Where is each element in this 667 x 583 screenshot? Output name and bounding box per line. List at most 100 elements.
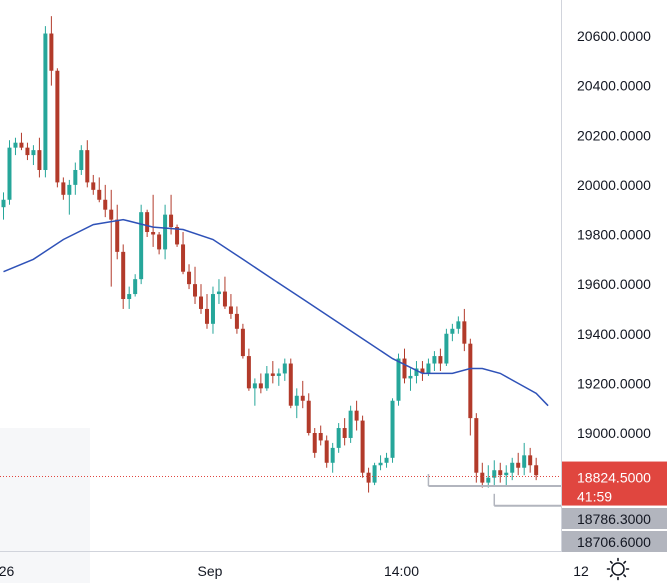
candle: [276, 368, 281, 386]
candle: [390, 398, 395, 463]
candle: [516, 452, 521, 476]
candle-body: [91, 182, 96, 190]
candle-body: [396, 358, 401, 401]
candle: [408, 368, 413, 391]
candle: [79, 145, 84, 175]
candle-body: [121, 251, 126, 300]
candle: [378, 455, 383, 471]
candle-body: [258, 383, 263, 389]
candle: [330, 442, 335, 473]
candle-body: [306, 400, 311, 433]
candle-body: [492, 470, 497, 478]
candle-body: [169, 214, 174, 228]
candle: [372, 462, 377, 486]
candle-body: [510, 462, 515, 473]
candle-body: [157, 234, 162, 250]
candle-body: [312, 433, 317, 453]
price-axis-tick-label: 20000.0000: [577, 177, 651, 193]
candle-body: [354, 410, 359, 421]
candle: [61, 177, 66, 200]
candle: [354, 400, 359, 431]
candle: [31, 145, 36, 166]
price-axis-tick-label: 19600.0000: [577, 276, 651, 292]
candle-body: [462, 321, 467, 344]
candle: [414, 361, 419, 384]
candle-body: [73, 169, 78, 185]
candle-body: [384, 457, 389, 463]
candle-body: [204, 308, 209, 324]
candle: [246, 348, 251, 391]
candle: [103, 184, 108, 218]
price-axis-tick-label: 20600.0000: [577, 28, 651, 44]
candle-body: [31, 150, 36, 156]
level-lines-layer: [427, 474, 561, 507]
candle: [139, 204, 144, 285]
candle: [480, 462, 485, 488]
candle: [420, 361, 425, 381]
gear-ring: [611, 562, 625, 576]
candle: [163, 204, 168, 260]
candle: [384, 452, 389, 468]
candle-body: [288, 363, 293, 406]
candle: [252, 378, 257, 406]
candle-body: [55, 70, 60, 183]
time-axis-tick-label: Sep: [198, 563, 223, 579]
candle-body: [408, 375, 413, 379]
candle-body: [378, 462, 383, 466]
candle-body: [246, 356, 251, 389]
candle-body: [43, 33, 48, 170]
candle: [342, 418, 347, 446]
candle: [240, 323, 245, 359]
candle: [336, 423, 341, 453]
candles-layer: [1, 16, 539, 493]
candle: [1, 192, 6, 220]
candle: [438, 348, 443, 371]
candle: [25, 142, 30, 161]
candle-body: [474, 418, 479, 473]
price-axis-tick-label: 19000.0000: [577, 425, 651, 441]
candle-body: [390, 400, 395, 458]
candle-body: [318, 433, 323, 441]
candle: [444, 328, 449, 367]
candle-body: [342, 428, 347, 438]
settings-gear-icon[interactable]: [606, 557, 630, 581]
candle: [204, 294, 209, 329]
candle: [193, 266, 198, 304]
candle: [510, 457, 515, 481]
candle: [210, 286, 215, 334]
moving-average-line: [3, 218, 549, 407]
candle: [300, 380, 305, 409]
price-axis-tick-label: 20400.0000: [577, 78, 651, 94]
candle: [528, 447, 533, 473]
candle-body: [240, 328, 245, 357]
candle-body: [426, 363, 431, 374]
candle-body: [37, 150, 42, 170]
candle-body: [360, 420, 365, 473]
candle: [498, 462, 503, 483]
candle-body: [294, 395, 299, 406]
candle: [450, 323, 455, 342]
candle-body: [139, 212, 144, 280]
candle-body: [504, 472, 509, 476]
time-axis-tick-label: 26: [0, 563, 14, 579]
candle: [234, 306, 239, 334]
current-price-tag: 18824.5000 41:59: [562, 461, 667, 506]
candle: [43, 26, 48, 178]
candle: [145, 209, 150, 237]
candle-body: [115, 219, 120, 252]
candle: [534, 457, 539, 481]
candle: [133, 274, 138, 297]
candle: [67, 179, 72, 215]
drawing-toolbar-panel: [0, 428, 90, 583]
level-price-tag: 18786.3000: [562, 508, 667, 529]
time-axis[interactable]: 26 Sep 14:00 12: [0, 563, 589, 579]
candle: [492, 460, 497, 486]
candle-body: [372, 465, 377, 483]
price-axis[interactable]: 20600.0000 20400.0000 20200.0000 20000.0000…: [577, 28, 651, 441]
candle-body: [264, 373, 269, 389]
candle: [228, 294, 233, 319]
candle: [115, 204, 120, 260]
candle-body: [109, 209, 114, 220]
candle-body: [432, 356, 437, 364]
